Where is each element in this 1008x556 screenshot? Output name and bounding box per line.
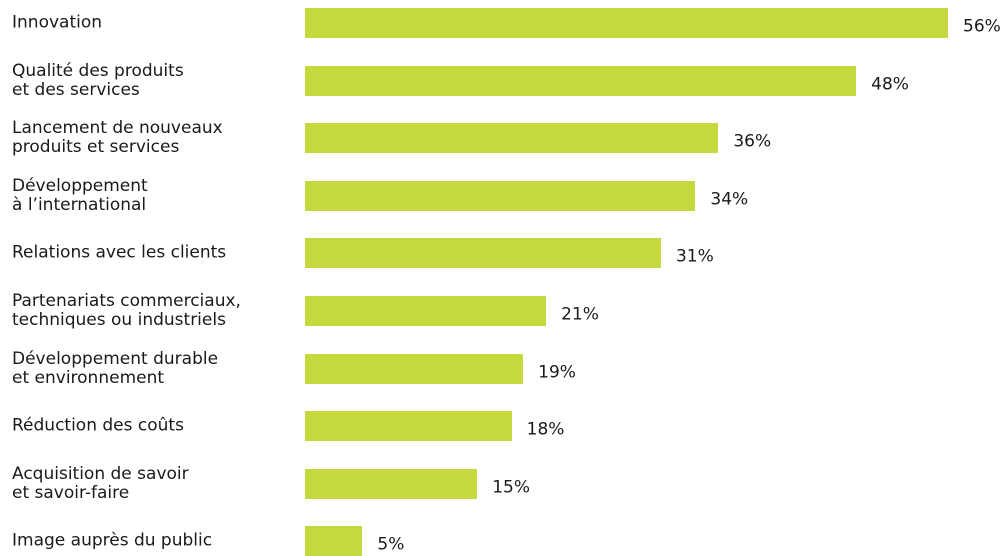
value-label: 31%	[675, 246, 714, 267]
value-label: 19%	[538, 362, 576, 383]
category-label: Innovation	[12, 12, 103, 33]
value-label: 34%	[710, 189, 749, 210]
category-label: Image auprès du public	[12, 530, 213, 551]
bar	[305, 526, 363, 556]
bar	[305, 180, 696, 211]
bar	[305, 65, 857, 96]
bar	[305, 296, 547, 326]
bar	[305, 353, 524, 384]
bar	[305, 8, 948, 38]
value-label: 5%	[377, 534, 405, 555]
category-label: Relations avec les clients	[12, 242, 227, 263]
category-label: Développement à l’international	[12, 175, 148, 215]
value-label: 36%	[733, 131, 772, 152]
category-label: Qualité des produits et des services	[12, 60, 184, 100]
value-label: 56%	[963, 16, 1001, 37]
bar	[305, 123, 719, 154]
category-label: Partenariats commerciaux, techniques ou …	[12, 291, 241, 330]
value-label: 21%	[561, 304, 599, 325]
value-label: 48%	[871, 74, 909, 95]
category-label: Développement durable et environnement	[12, 348, 219, 388]
bar	[305, 468, 478, 499]
value-label: 18%	[526, 419, 565, 440]
bar	[305, 238, 661, 269]
category-label: Lancement de nouveaux produits et servic…	[12, 118, 223, 158]
value-label: 15%	[492, 477, 531, 498]
category-label: Acquisition de savoir et savoir-faire	[12, 463, 189, 503]
category-label: Réduction des coûts	[12, 415, 184, 436]
bar	[305, 411, 512, 442]
